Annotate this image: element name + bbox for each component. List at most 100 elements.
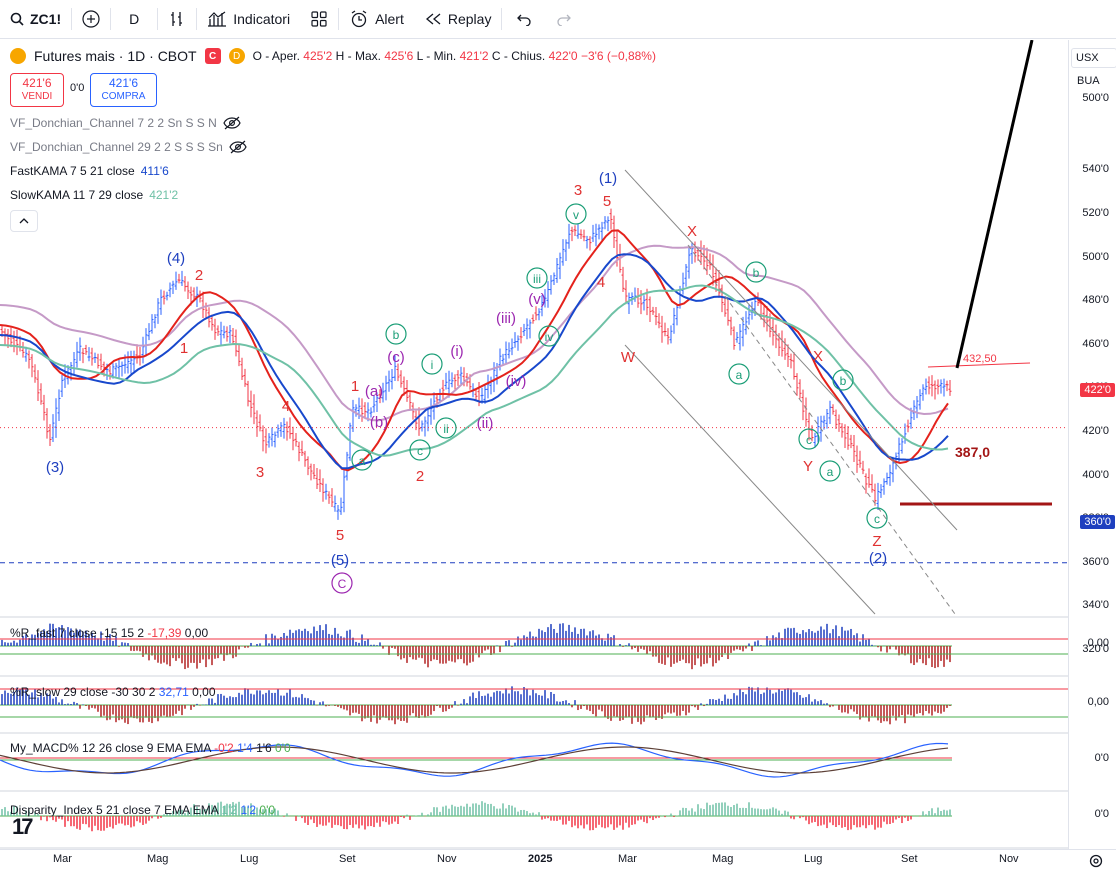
rslow-pane-legend[interactable]: %R_slow 29 close -30 30 2 32,71 0,00 <box>10 685 216 699</box>
symbol-search-button[interactable]: ZC1! <box>0 0 71 38</box>
buy-button[interactable]: 421'6 COMPRA <box>90 73 157 107</box>
price-bar <box>390 368 394 390</box>
grid-icon <box>311 11 327 27</box>
disparity-pane-legend[interactable]: Disparity_Index 5 21 close 7 EMA EMA 1'2… <box>10 803 275 817</box>
wave-label: ii <box>443 422 448 436</box>
price-bar <box>489 376 493 395</box>
price-bar <box>96 353 100 369</box>
time-tick-label: Mag <box>712 853 734 865</box>
indicator-fast-kama[interactable]: FastKAMA 7 5 21 close 411'6 <box>10 164 169 178</box>
symbol-label: ZC1! <box>30 11 62 27</box>
price-bar <box>546 281 550 308</box>
indicator-donchian-slow[interactable]: VF_Donchian_Channel 29 2 2 S S S Sn <box>10 140 247 154</box>
price-bar <box>735 331 739 343</box>
sell-button[interactable]: 421'6 VENDI <box>10 73 64 107</box>
price-bar <box>315 467 319 490</box>
interval-button[interactable]: D <box>111 0 157 38</box>
delay-badge[interactable]: D <box>228 48 245 64</box>
price-bar <box>210 314 214 331</box>
indicator-donchian-fast[interactable]: VF_Donchian_Channel 7 2 2 Sn S S N <box>10 116 241 130</box>
price-axis[interactable]: USX BUA 500'0540'0520'0500'0480'0460'044… <box>1068 40 1116 849</box>
price-bar <box>831 404 835 415</box>
spread-value: 0'0 <box>70 82 85 94</box>
sell-price: 421'6 <box>22 76 52 90</box>
pane-value: 1'2 <box>221 803 238 817</box>
price-tick-label: 400'0 <box>1082 468 1109 481</box>
wave-circle <box>331 572 353 594</box>
indicators-button[interactable]: Indicatori <box>197 0 300 38</box>
series-title[interactable]: Futures mais · 1D · CBOT <box>34 48 197 64</box>
price-bar <box>57 389 61 422</box>
eye-hidden-icon[interactable] <box>223 116 241 130</box>
price-bar <box>939 379 943 394</box>
price-bar <box>612 215 616 248</box>
price-bar <box>765 306 769 332</box>
alarm-clock-icon <box>351 10 367 28</box>
wave-label: a <box>359 454 366 468</box>
rfast-pane-legend[interactable]: %R_fast 7 close -15 15 2 -17,39 0,00 <box>10 626 208 640</box>
redo-button[interactable] <box>546 0 582 38</box>
price-bar <box>510 338 514 356</box>
wave-circle <box>728 363 750 385</box>
price-bar <box>135 344 139 364</box>
macd-pane-legend[interactable]: My_MACD% 12 26 close 9 EMA EMA -0'2 1'4 … <box>10 741 291 755</box>
settings-icon[interactable] <box>1088 853 1104 869</box>
price-bar <box>582 229 586 242</box>
pane-value: 0,00 <box>192 685 216 699</box>
price-bar <box>663 322 667 337</box>
price-bar <box>420 420 424 432</box>
unit-selector[interactable]: BUA <box>1071 72 1116 90</box>
price-bar <box>60 374 64 398</box>
time-axis[interactable]: Mar Mag Lug Set Nov 2025 Mar Mag Lug Set Nov <box>0 849 1116 872</box>
price-bar <box>933 380 937 400</box>
open-label: O - Aper. <box>252 49 300 63</box>
price-bar <box>855 445 859 473</box>
price-bar <box>261 425 265 452</box>
currency-badge[interactable]: C <box>204 48 221 64</box>
price-bar <box>3 328 7 345</box>
wave-label: (2) <box>869 550 887 567</box>
wave-label: (c) <box>387 349 405 366</box>
compare-button[interactable] <box>72 0 110 38</box>
price-bar <box>129 350 133 374</box>
price-bar <box>675 304 679 326</box>
time-tick-label: Nov <box>999 853 1019 865</box>
currency-selector[interactable]: USX <box>1071 48 1116 68</box>
price-bar <box>915 396 919 419</box>
undo-button[interactable] <box>502 0 546 38</box>
replay-button[interactable]: Replay <box>414 0 502 38</box>
price-bar <box>942 378 946 397</box>
price-bar <box>912 400 916 421</box>
price-bar <box>231 328 235 345</box>
chart-type-button[interactable] <box>158 0 196 38</box>
chart-canvas[interactable]: 432,50 387,0 (4) (3) (5) (1) (2) 2 1 4 3 5 1 2 3 5 4 X W X Y… <box>0 40 1068 849</box>
price-bar <box>870 474 874 493</box>
wave-circle <box>409 439 431 461</box>
wave-circle <box>351 449 373 471</box>
tradingview-logo[interactable]: 17 <box>12 814 34 839</box>
price-bar <box>24 346 28 362</box>
collapse-legend-button[interactable] <box>10 210 38 232</box>
alert-label: Alert <box>375 11 404 27</box>
price-tick-label: 480'0 <box>1082 294 1109 307</box>
price-bar <box>15 329 19 356</box>
eye-hidden-icon[interactable] <box>229 140 247 154</box>
indicator-name: SlowKAMA 11 7 29 close <box>10 188 144 202</box>
price-bar <box>345 451 349 481</box>
indicator-slow-kama[interactable]: SlowKAMA 11 7 29 close 421'2 <box>10 188 178 202</box>
wave-label: a <box>736 368 743 382</box>
templates-button[interactable] <box>300 0 338 38</box>
price-bar <box>396 363 400 382</box>
price-bar <box>12 330 16 353</box>
price-bar <box>558 252 562 280</box>
price-bar <box>588 236 592 251</box>
alert-button[interactable]: Alert <box>339 0 414 38</box>
price-bar <box>684 264 688 287</box>
wave-circle <box>798 428 820 450</box>
rewind-icon <box>425 13 441 25</box>
time-tick-label: Mar <box>53 853 72 865</box>
price-bar <box>21 342 25 358</box>
price-bar <box>9 327 13 348</box>
price-bar <box>681 272 685 295</box>
price-bar <box>171 280 175 295</box>
